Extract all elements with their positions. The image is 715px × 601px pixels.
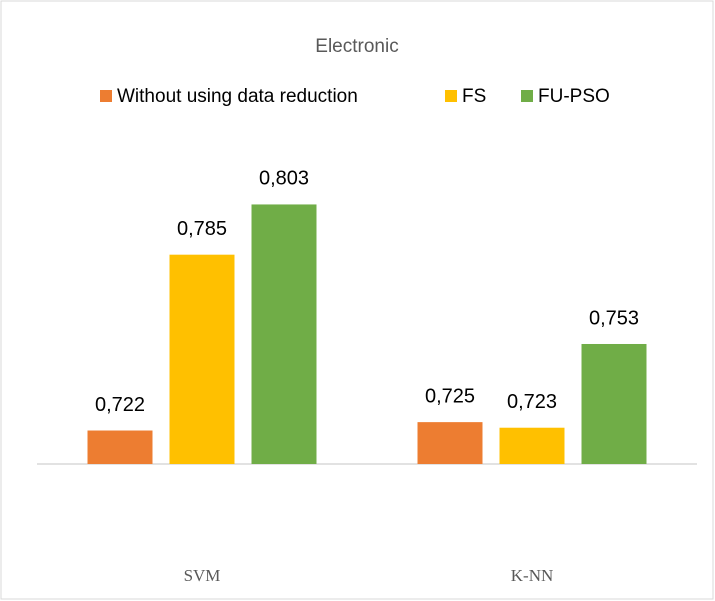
bar bbox=[251, 204, 317, 465]
legend-label: FS bbox=[462, 86, 486, 107]
bar bbox=[499, 427, 565, 464]
data-label: 0,803 bbox=[259, 168, 309, 190]
data-label: 0,723 bbox=[507, 391, 557, 413]
legend-swatch bbox=[445, 90, 457, 102]
bar bbox=[581, 343, 647, 464]
legend-swatch bbox=[100, 90, 112, 102]
data-label: 0,725 bbox=[425, 385, 475, 407]
data-label: 0,722 bbox=[95, 394, 145, 416]
x-tick-label: SVM bbox=[184, 566, 221, 585]
data-label: 0,753 bbox=[589, 307, 639, 329]
legend-label: FU-PSO bbox=[538, 86, 610, 107]
legend-swatch bbox=[521, 90, 533, 102]
x-tick-label: K-NN bbox=[511, 566, 554, 585]
bar bbox=[87, 430, 153, 464]
chart-title: Electronic bbox=[315, 36, 398, 57]
data-label: 0,785 bbox=[177, 218, 227, 240]
legend-label: Without using data reduction bbox=[117, 86, 358, 107]
bar bbox=[417, 422, 483, 464]
bar bbox=[169, 254, 235, 464]
